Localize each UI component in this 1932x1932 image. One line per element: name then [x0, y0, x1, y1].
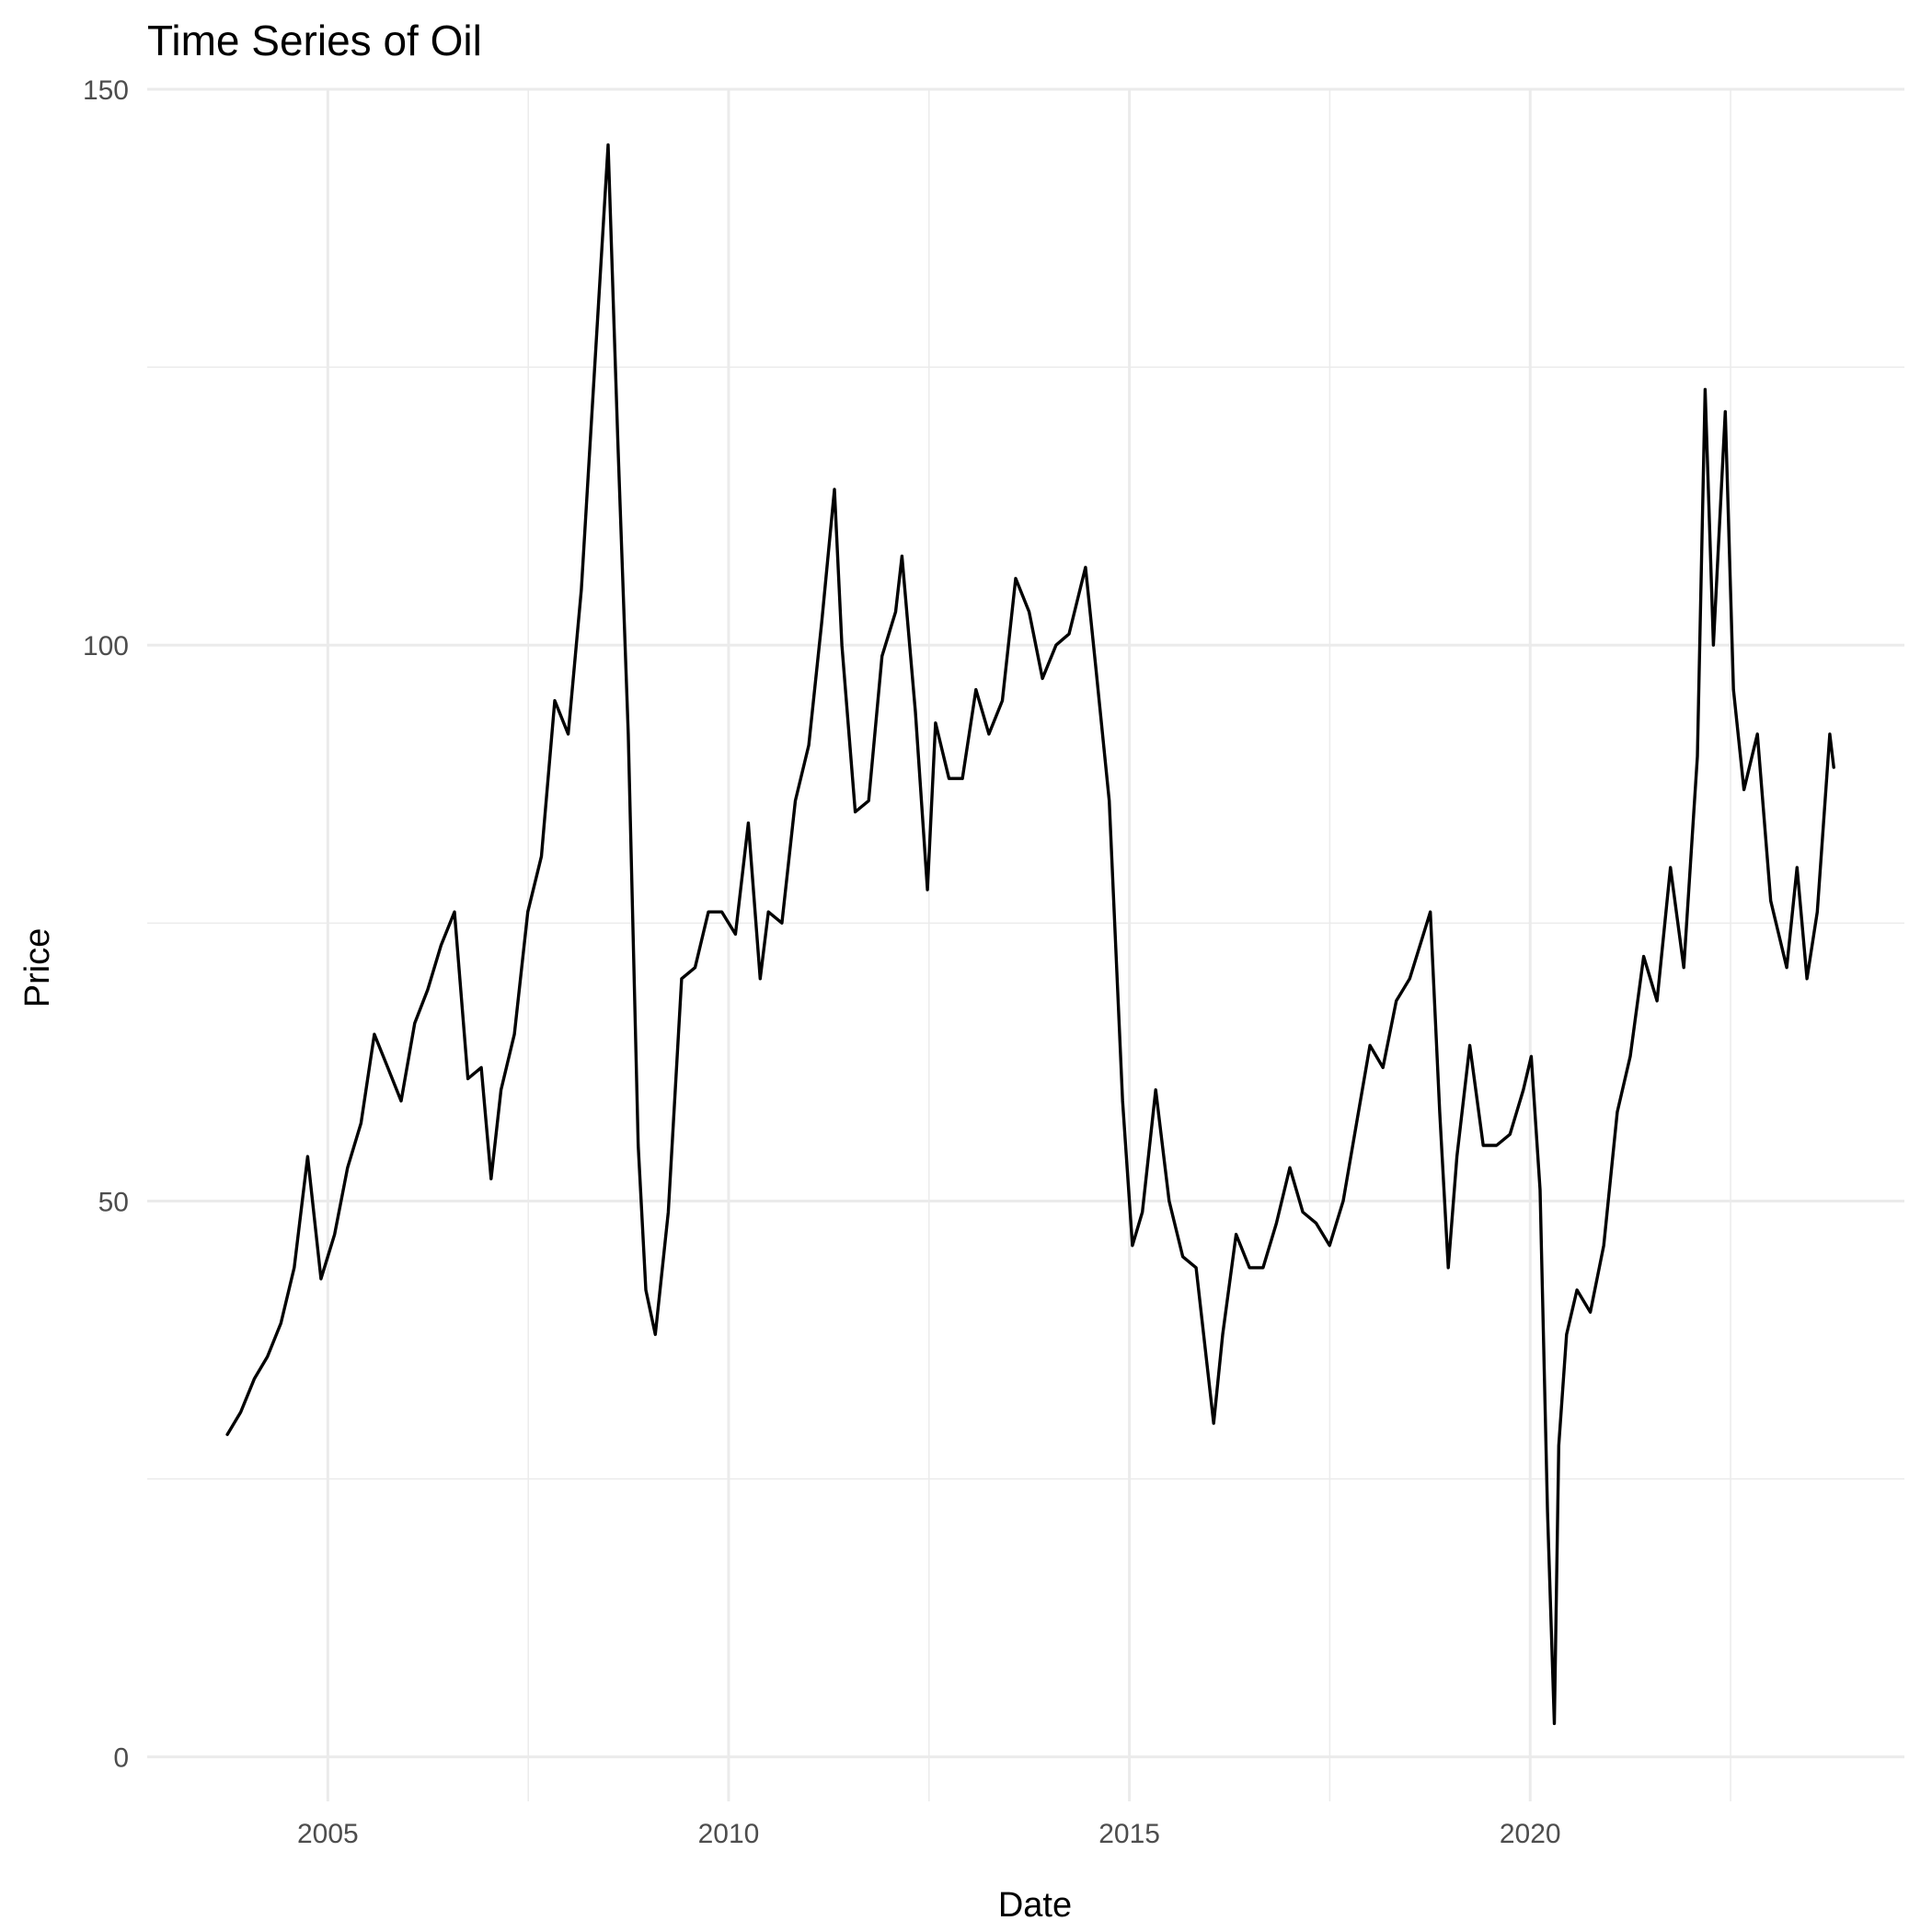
chart-title: Time Series of Oil — [147, 17, 482, 64]
tick-labels: 0 50 100 150 2005 2010 2015 2020 — [83, 75, 1561, 1849]
y-tick-label: 0 — [113, 1743, 129, 1774]
grid — [147, 87, 1904, 1801]
y-axis-title: Price — [18, 928, 57, 1008]
x-tick-label: 2020 — [1500, 1819, 1561, 1849]
y-tick-label: 150 — [83, 75, 129, 106]
x-tick-label: 2010 — [698, 1819, 760, 1849]
x-axis-title: Date — [998, 1886, 1072, 1925]
x-tick-label: 2015 — [1098, 1819, 1160, 1849]
price-series-line — [225, 143, 1835, 1726]
y-tick-label: 50 — [98, 1187, 129, 1217]
y-tick-label: 100 — [83, 631, 129, 661]
x-tick-label: 2005 — [297, 1819, 359, 1849]
series — [225, 143, 1835, 1726]
